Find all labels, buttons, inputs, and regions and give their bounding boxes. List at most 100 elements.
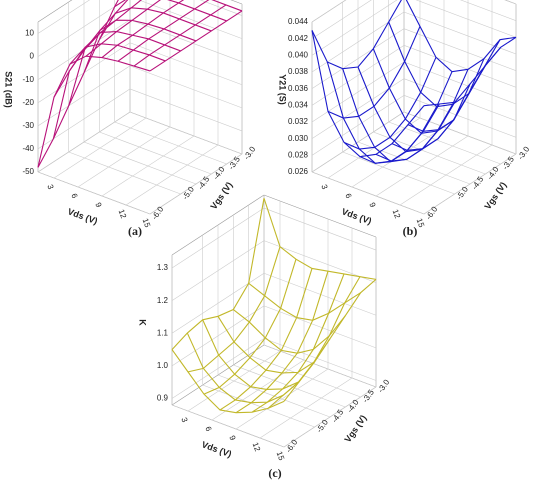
surface-column — [219, 268, 313, 411]
grid-line — [171, 404, 285, 448]
z-tick-label: 1.3 — [157, 263, 169, 272]
z-tick-label: -30 — [22, 121, 34, 130]
y-tick-label: -4.5 — [196, 174, 212, 191]
x-tick-label: 3 — [45, 183, 55, 191]
grid-line — [37, 171, 151, 215]
z-tick-label: 0.028 — [288, 150, 309, 159]
y-tick-label: -4.5 — [330, 407, 346, 424]
y-tick-label: -5.0 — [181, 184, 197, 201]
grid-line — [342, 151, 455, 195]
z-tick-label: 0.034 — [288, 100, 309, 109]
box-edge — [37, 0, 73, 23]
surface-row — [171, 349, 285, 414]
y-axis-label: Vgs (V) — [342, 413, 368, 444]
grid-line — [199, 0, 243, 16]
grid-line — [129, 88, 243, 132]
z-tick-label: 1.1 — [157, 328, 169, 337]
surface-column — [53, 0, 129, 98]
z-tick-label: 0.026 — [288, 167, 309, 176]
x-tick-label: 6 — [343, 192, 353, 200]
z-tick-label: -40 — [22, 144, 34, 153]
y-tick-label: -4.0 — [485, 164, 501, 181]
z-axis-label: K — [138, 319, 148, 326]
surface-row — [114, 0, 227, 22]
surface-column — [37, 0, 119, 168]
grid-line — [263, 272, 377, 316]
surface-column — [171, 198, 265, 350]
grid-line — [403, 11, 517, 55]
box-edge — [504, 0, 517, 5]
surface-row — [98, 7, 212, 40]
x-tick-label: 12 — [391, 208, 403, 220]
x-tick-label: 6 — [203, 425, 213, 433]
box-edge — [230, 0, 243, 5]
x-tick-label: 12 — [117, 208, 129, 220]
z-tick-label: 10 — [25, 29, 34, 38]
surface-column — [69, 0, 142, 65]
grid-line — [403, 45, 517, 88]
z-axis-label: Y21 (S) — [278, 74, 288, 105]
z-tick-label: 0.032 — [288, 117, 309, 126]
x-tick-label: 9 — [93, 201, 103, 209]
y-tick-label: -3.0 — [516, 144, 532, 161]
grid-line — [373, 131, 486, 175]
surface-row — [263, 198, 377, 280]
surface-row — [217, 316, 331, 374]
surface-column — [343, 57, 437, 150]
surface-column — [235, 271, 329, 414]
surface-column — [359, 71, 453, 164]
x-tick-label: 15 — [415, 217, 427, 229]
y-tick-label: -3.5 — [501, 154, 517, 171]
z-tick-label: 1.2 — [157, 296, 169, 305]
grid-line — [403, 28, 517, 71]
grid-line — [415, 0, 517, 38]
surface-column — [117, 0, 210, 62]
y-tick-label: -6.0 — [284, 437, 300, 454]
grid-line — [263, 344, 377, 388]
panel-label: (c) — [268, 466, 281, 480]
grid-line — [248, 354, 361, 398]
z-tick-label: 0.030 — [288, 134, 309, 143]
grid-line — [114, 121, 227, 165]
grid-line — [138, 0, 243, 39]
grid-line — [129, 19, 243, 62]
z-tick-label: 0.036 — [288, 84, 309, 93]
x-tick-label: 3 — [319, 183, 329, 191]
y-tick-label: -6.0 — [424, 204, 440, 221]
x-tick-label: 12 — [251, 441, 263, 453]
surface-row — [311, 30, 425, 158]
surface-column — [283, 278, 377, 402]
surface-row — [202, 319, 316, 390]
z-tick-label: -50 — [22, 167, 34, 176]
x-tick-label: 15 — [141, 217, 153, 229]
y-tick-label: -6.0 — [150, 204, 166, 221]
grid-line — [504, 0, 517, 5]
x-tick-label: 6 — [69, 192, 79, 200]
surface-row — [186, 332, 300, 404]
surface-column — [187, 246, 281, 373]
z-tick-label: 0.044 — [288, 17, 309, 26]
panel-label: (b) — [403, 224, 418, 238]
grid-line — [129, 65, 243, 109]
grid-line — [311, 171, 425, 215]
surface-column — [85, 0, 161, 57]
grid-line — [202, 384, 315, 428]
y-tick-label: -4.0 — [211, 164, 227, 181]
y-tick-label: -3.0 — [376, 377, 392, 394]
surface-row — [405, 0, 517, 73]
surface-column — [251, 273, 345, 413]
panel-label: (a) — [128, 224, 142, 238]
y-axis-label: Vgs (V) — [482, 180, 508, 211]
surface-column — [133, 4, 227, 67]
x-tick-label: 9 — [367, 201, 377, 209]
x-tick-label: 15 — [275, 450, 287, 462]
grid-line — [129, 42, 243, 86]
grid-line — [403, 111, 517, 155]
box-edge — [263, 194, 377, 238]
y-tick-label: -3.5 — [361, 387, 377, 404]
y-tick-label: -4.0 — [345, 397, 361, 414]
y-tick-label: -5.0 — [315, 417, 331, 434]
grid-line — [263, 207, 377, 251]
